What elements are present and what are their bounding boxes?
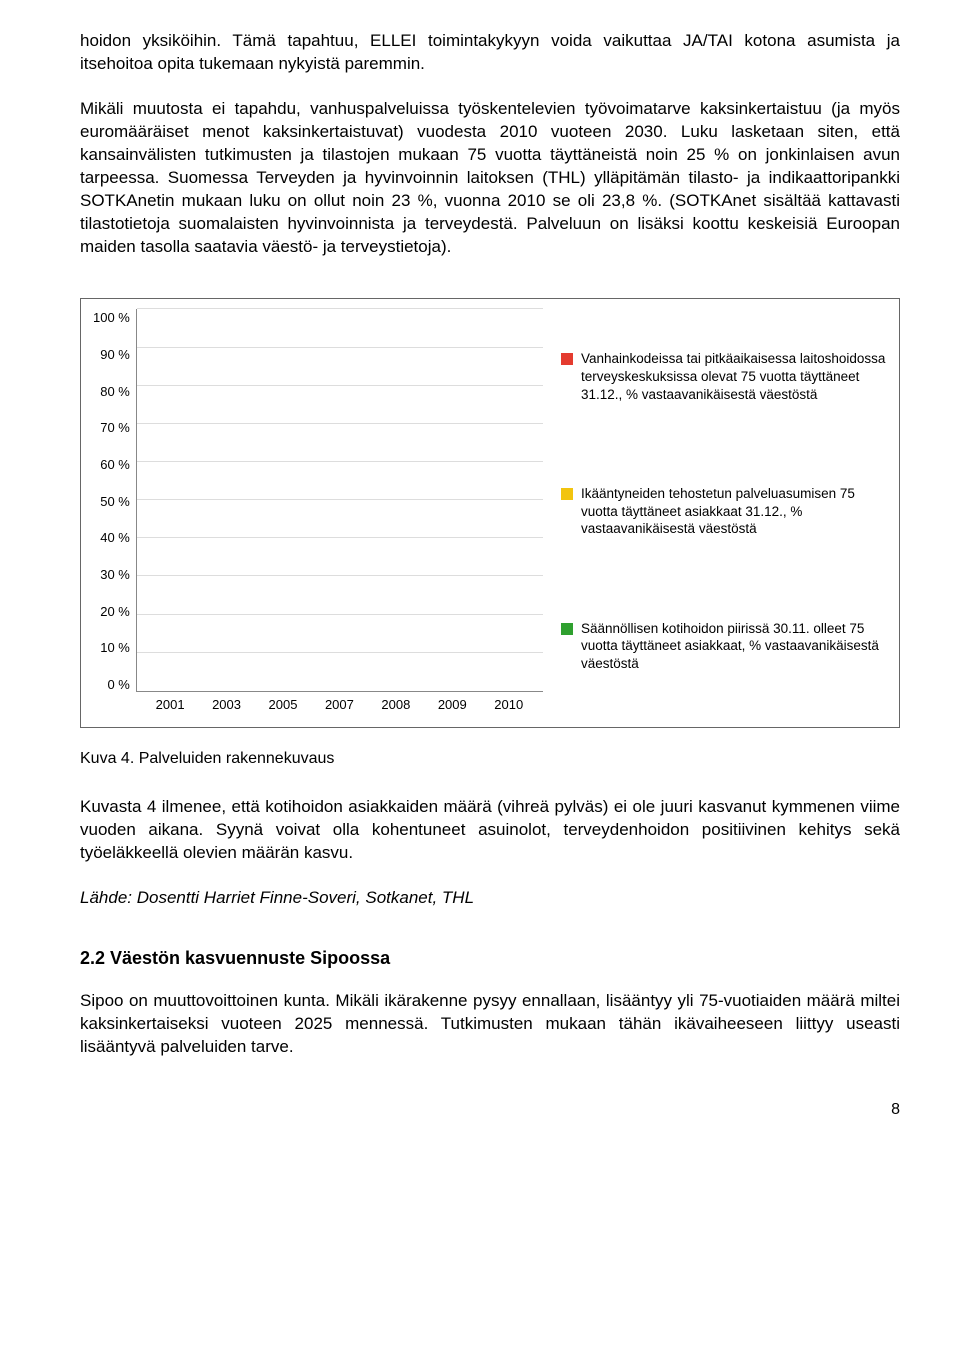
- gridline: [137, 499, 543, 500]
- paragraph-2: Mikäli muutosta ei tapahdu, vanhuspalvel…: [80, 98, 900, 259]
- y-tick-label: 70 %: [93, 419, 130, 437]
- figure-caption: Kuva 4. Palveluiden rakennekuvaus: [80, 748, 900, 770]
- y-tick-label: 30 %: [93, 566, 130, 584]
- legend-item: Ikääntyneiden tehostetun palveluasumisen…: [561, 485, 887, 538]
- x-tick-label: 2008: [381, 696, 410, 714]
- y-tick-label: 100 %: [93, 309, 130, 327]
- y-tick-label: 10 %: [93, 639, 130, 657]
- gridline: [137, 461, 543, 462]
- chart-plot-area: 100 % 90 % 80 % 70 % 60 % 50 % 40 % 30 % 20 % 10 …: [93, 309, 543, 713]
- plot: [136, 309, 543, 691]
- source-line: Lähde: Dosentti Harriet Finne-Soveri, So…: [80, 887, 900, 910]
- legend-swatch: [561, 353, 573, 365]
- y-tick-label: 20 %: [93, 603, 130, 621]
- legend-label: Säännöllisen kotihoidon piirissä 30.11. …: [581, 620, 887, 673]
- y-tick-label: 60 %: [93, 456, 130, 474]
- legend-swatch: [561, 488, 573, 500]
- gridline: [137, 308, 543, 309]
- x-tick-label: 2005: [269, 696, 298, 714]
- paragraph-3: Kuvasta 4 ilmenee, että kotihoidon asiak…: [80, 796, 900, 865]
- paragraph-1: hoidon yksiköihin. Tämä tapahtuu, ELLEI …: [80, 30, 900, 76]
- x-axis: 2001 2003 2005 2007 2008 2009 2010: [136, 692, 543, 714]
- section-heading: 2.2 Väestön kasvuennuste Sipoossa: [80, 946, 900, 970]
- legend-item: Vanhainkodeissa tai pitkäaikaisessa lait…: [561, 350, 887, 403]
- legend-label: Ikääntyneiden tehostetun palveluasumisen…: [581, 485, 887, 538]
- legend: Vanhainkodeissa tai pitkäaikaisessa lait…: [543, 309, 887, 713]
- y-tick-label: 90 %: [93, 346, 130, 364]
- x-tick-label: 2009: [438, 696, 467, 714]
- legend-label: Vanhainkodeissa tai pitkäaikaisessa lait…: [581, 350, 887, 403]
- y-tick-label: 50 %: [93, 493, 130, 511]
- y-axis: 100 % 90 % 80 % 70 % 60 % 50 % 40 % 30 % 20 % 10 …: [93, 309, 136, 713]
- gridline: [137, 614, 543, 615]
- gridline: [137, 347, 543, 348]
- x-tick-label: 2003: [212, 696, 241, 714]
- x-tick-label: 2007: [325, 696, 354, 714]
- y-tick-label: 80 %: [93, 383, 130, 401]
- x-tick-label: 2001: [156, 696, 185, 714]
- gridline: [137, 537, 543, 538]
- y-tick-label: 0 %: [93, 676, 130, 694]
- gridline: [137, 652, 543, 653]
- page-number: 8: [80, 1099, 900, 1121]
- y-tick-label: 40 %: [93, 529, 130, 547]
- paragraph-4: Sipoo on muuttovoittoinen kunta. Mikäli …: [80, 990, 900, 1059]
- gridline: [137, 575, 543, 576]
- legend-item: Säännöllisen kotihoidon piirissä 30.11. …: [561, 620, 887, 673]
- legend-swatch: [561, 623, 573, 635]
- chart-container: 100 % 90 % 80 % 70 % 60 % 50 % 40 % 30 % 20 % 10 …: [80, 298, 900, 728]
- x-tick-label: 2010: [494, 696, 523, 714]
- gridline: [137, 385, 543, 386]
- gridline: [137, 423, 543, 424]
